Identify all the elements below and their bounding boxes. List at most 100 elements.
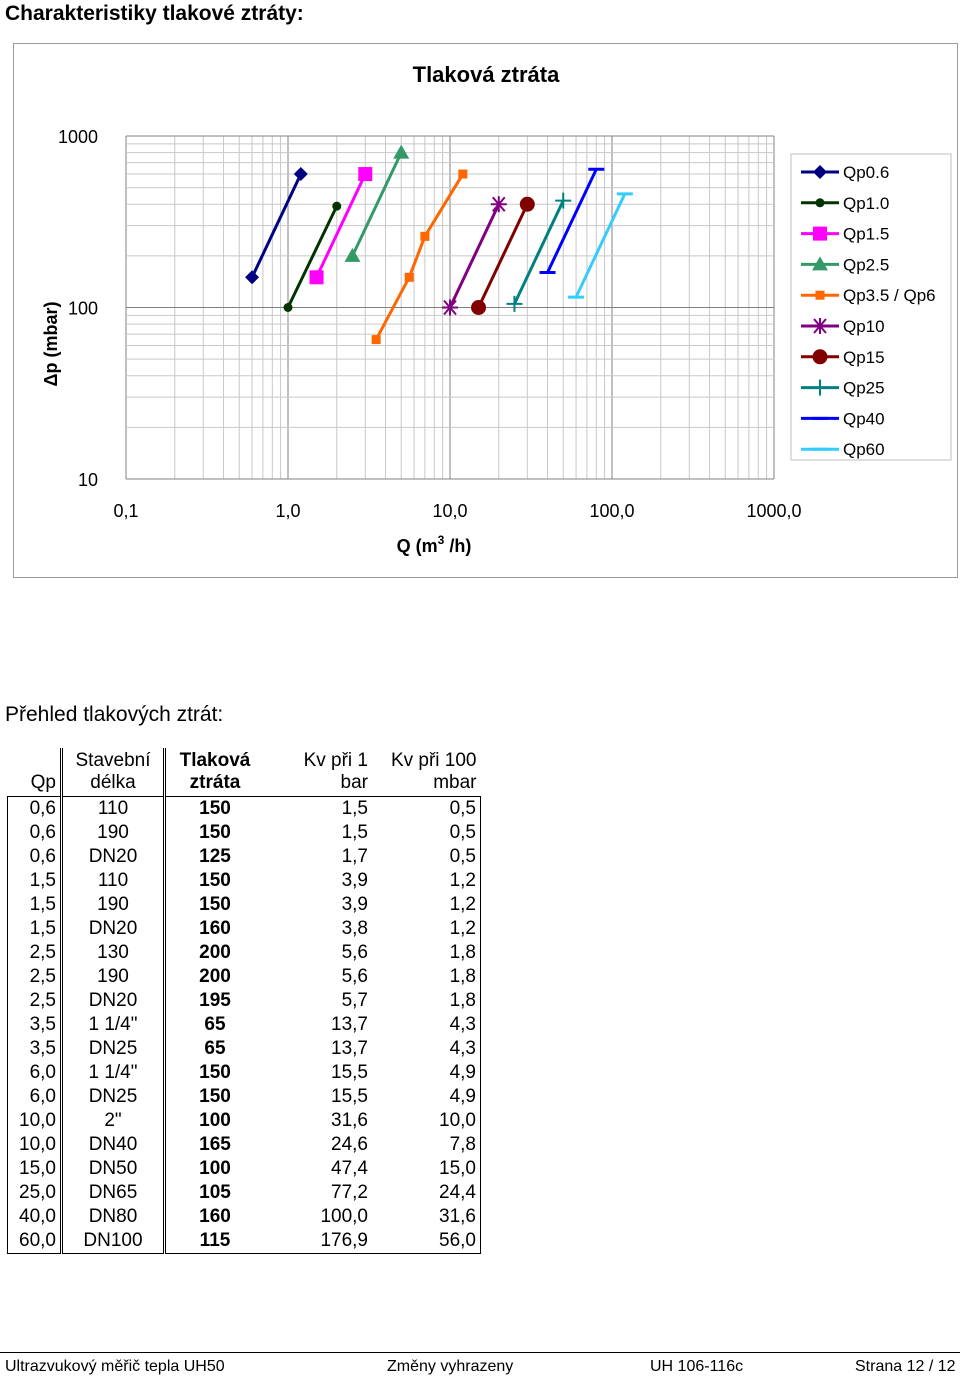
cell-qp: 6,0 bbox=[7, 1061, 62, 1085]
cell-kv1: 13,7 bbox=[331, 1014, 368, 1035]
data-point bbox=[358, 167, 373, 182]
legend-item: Qp2.5 bbox=[801, 255, 889, 274]
cell-pressure-drop: 195 bbox=[163, 989, 264, 1013]
legend-label: Qp3.5 / Qp6 bbox=[843, 286, 936, 305]
cell-pressure-drop: 150 bbox=[163, 821, 264, 845]
cell-pressure-drop: 160 bbox=[163, 917, 264, 941]
legend-item: Qp10 bbox=[801, 317, 885, 336]
table-row: 2,5 190 200 5,6 1,8 bbox=[7, 965, 481, 989]
data-point bbox=[245, 270, 260, 285]
y-tick-label: 10 bbox=[78, 470, 98, 490]
cell-length: DN65 bbox=[60, 1181, 165, 1205]
table-body: 0,6 110 150 1,5 0,5 0,6 190 150 1,5 0,5 0,6 DN20 125… bbox=[7, 796, 481, 1254]
cell-kv1: 31,6 bbox=[331, 1110, 368, 1131]
cell-pressure-drop: 150 bbox=[163, 1085, 264, 1109]
table-row: 2,5 130 200 5,6 1,8 bbox=[7, 941, 481, 965]
table-row: 1,5 DN20 160 3,8 1,2 bbox=[7, 917, 481, 941]
cell-kv100: 10,0 bbox=[372, 1109, 481, 1133]
cell-qp: 2,5 bbox=[7, 941, 62, 965]
cell-length: DN20 bbox=[60, 917, 165, 941]
cell-kv100: 1,8 bbox=[372, 941, 481, 965]
series-qp3-5-qp6 bbox=[371, 169, 468, 345]
table-row: 0,6 190 150 1,5 0,5 bbox=[7, 821, 481, 845]
series-line bbox=[477, 203, 529, 309]
data-point bbox=[293, 167, 308, 182]
series-line bbox=[513, 199, 565, 305]
data-point bbox=[404, 272, 414, 282]
series-line bbox=[574, 193, 627, 298]
data-point bbox=[371, 335, 381, 345]
cell-qp: 15,0 bbox=[7, 1157, 62, 1181]
cell-qp: 1,5 bbox=[7, 893, 62, 917]
table-row: 40,0 DN80 160 100,0 31,6 bbox=[7, 1205, 481, 1229]
cell-kv1: 3,9 bbox=[341, 870, 368, 891]
x-tick-labels: 0,1 1,0 10,0 100,0 1000,0 bbox=[113, 501, 801, 521]
cell-kv100: 31,6 bbox=[372, 1205, 481, 1229]
header-kv100: Kv při 100 mbar bbox=[390, 750, 477, 793]
table-row: 15,0 DN50 100 47,4 15,0 bbox=[7, 1157, 481, 1181]
cell-qp: 2,5 bbox=[7, 965, 62, 989]
cell-length: DN80 bbox=[60, 1205, 165, 1229]
cell-kv100: 4,9 bbox=[372, 1085, 481, 1109]
legend-label: Qp1.5 bbox=[843, 225, 889, 244]
cell-kv100: 4,3 bbox=[372, 1013, 481, 1037]
cell-pressure-drop: 150 bbox=[163, 869, 264, 893]
cell-kv1: 1,7 bbox=[341, 846, 368, 867]
x-tick-label: 100,0 bbox=[589, 501, 634, 521]
series-qp15 bbox=[471, 196, 535, 315]
data-point bbox=[812, 256, 828, 271]
cell-kv1: 15,5 bbox=[331, 1062, 368, 1083]
cell-pressure-drop: 150 bbox=[163, 796, 264, 821]
legend-label: Qp15 bbox=[843, 348, 885, 367]
y-axis-label: Δp (mbar) bbox=[41, 302, 61, 387]
data-point bbox=[458, 169, 468, 179]
series-line bbox=[546, 168, 598, 274]
cell-pressure-drop: 100 bbox=[163, 1109, 264, 1133]
cell-pressure-drop: 105 bbox=[163, 1181, 264, 1205]
cell-qp: 0,6 bbox=[7, 845, 62, 869]
series-qp25 bbox=[506, 192, 572, 312]
legend-item: Qp60 bbox=[801, 440, 885, 459]
cell-pressure-drop: 100 bbox=[163, 1157, 264, 1181]
cell-pressure-drop: 115 bbox=[163, 1229, 264, 1254]
series-qp2-5 bbox=[344, 144, 410, 262]
table-row: 1,5 110 150 3,9 1,2 bbox=[7, 869, 481, 893]
series-qp60 bbox=[568, 192, 633, 299]
pressure-loss-chart: Tlaková ztráta 10 100 1000 0,1 1,0 10,0 100,0… bbox=[41, 62, 952, 556]
chart-series bbox=[245, 144, 633, 345]
data-point bbox=[490, 196, 507, 213]
cell-kv1: 24,6 bbox=[331, 1134, 368, 1155]
cell-qp: 0,6 bbox=[7, 821, 62, 845]
data-point bbox=[815, 198, 825, 208]
cell-kv1: 5,7 bbox=[341, 990, 368, 1011]
legend-item: Qp1.5 bbox=[801, 225, 889, 244]
table-row: 10,0 2" 100 31,6 10,0 bbox=[7, 1109, 481, 1133]
series-qp0-6 bbox=[245, 167, 308, 285]
page-footer: Ultrazvukový měřič tepla UH50 Změny vyhr… bbox=[0, 1352, 960, 1377]
data-point bbox=[309, 270, 324, 285]
cell-qp: 6,0 bbox=[7, 1085, 62, 1109]
cell-kv1: 13,7 bbox=[331, 1038, 368, 1059]
cell-kv1: 15,5 bbox=[331, 1086, 368, 1107]
cell-length: DN25 bbox=[60, 1037, 165, 1061]
cell-qp: 3,5 bbox=[7, 1037, 62, 1061]
table-row: 6,0 DN25 150 15,5 4,9 bbox=[7, 1085, 481, 1109]
data-point bbox=[812, 318, 828, 334]
cell-kv1: 3,9 bbox=[341, 894, 368, 915]
chart-legend: Qp0.6 Qp1.0 Qp1.5 Qp2.5 Qp3.5 / Qp6 Qp10 Qp15 Q… bbox=[790, 153, 952, 461]
data-point bbox=[283, 303, 293, 312]
series-qp1-5 bbox=[309, 167, 373, 285]
y-tick-label: 100 bbox=[68, 299, 98, 319]
cell-pressure-drop: 125 bbox=[163, 845, 264, 869]
cell-length: 110 bbox=[60, 796, 165, 821]
data-point bbox=[815, 290, 825, 300]
legend-item: Qp1.0 bbox=[801, 194, 889, 213]
cell-kv100: 24,4 bbox=[372, 1181, 481, 1205]
series-line bbox=[351, 151, 403, 257]
header-kv1: Kv při 1 bar bbox=[303, 750, 368, 793]
x-tick-label: 1000,0 bbox=[746, 501, 801, 521]
data-point bbox=[813, 165, 827, 179]
table-row: 60,0 DN100 115 176,9 56,0 bbox=[7, 1229, 481, 1254]
